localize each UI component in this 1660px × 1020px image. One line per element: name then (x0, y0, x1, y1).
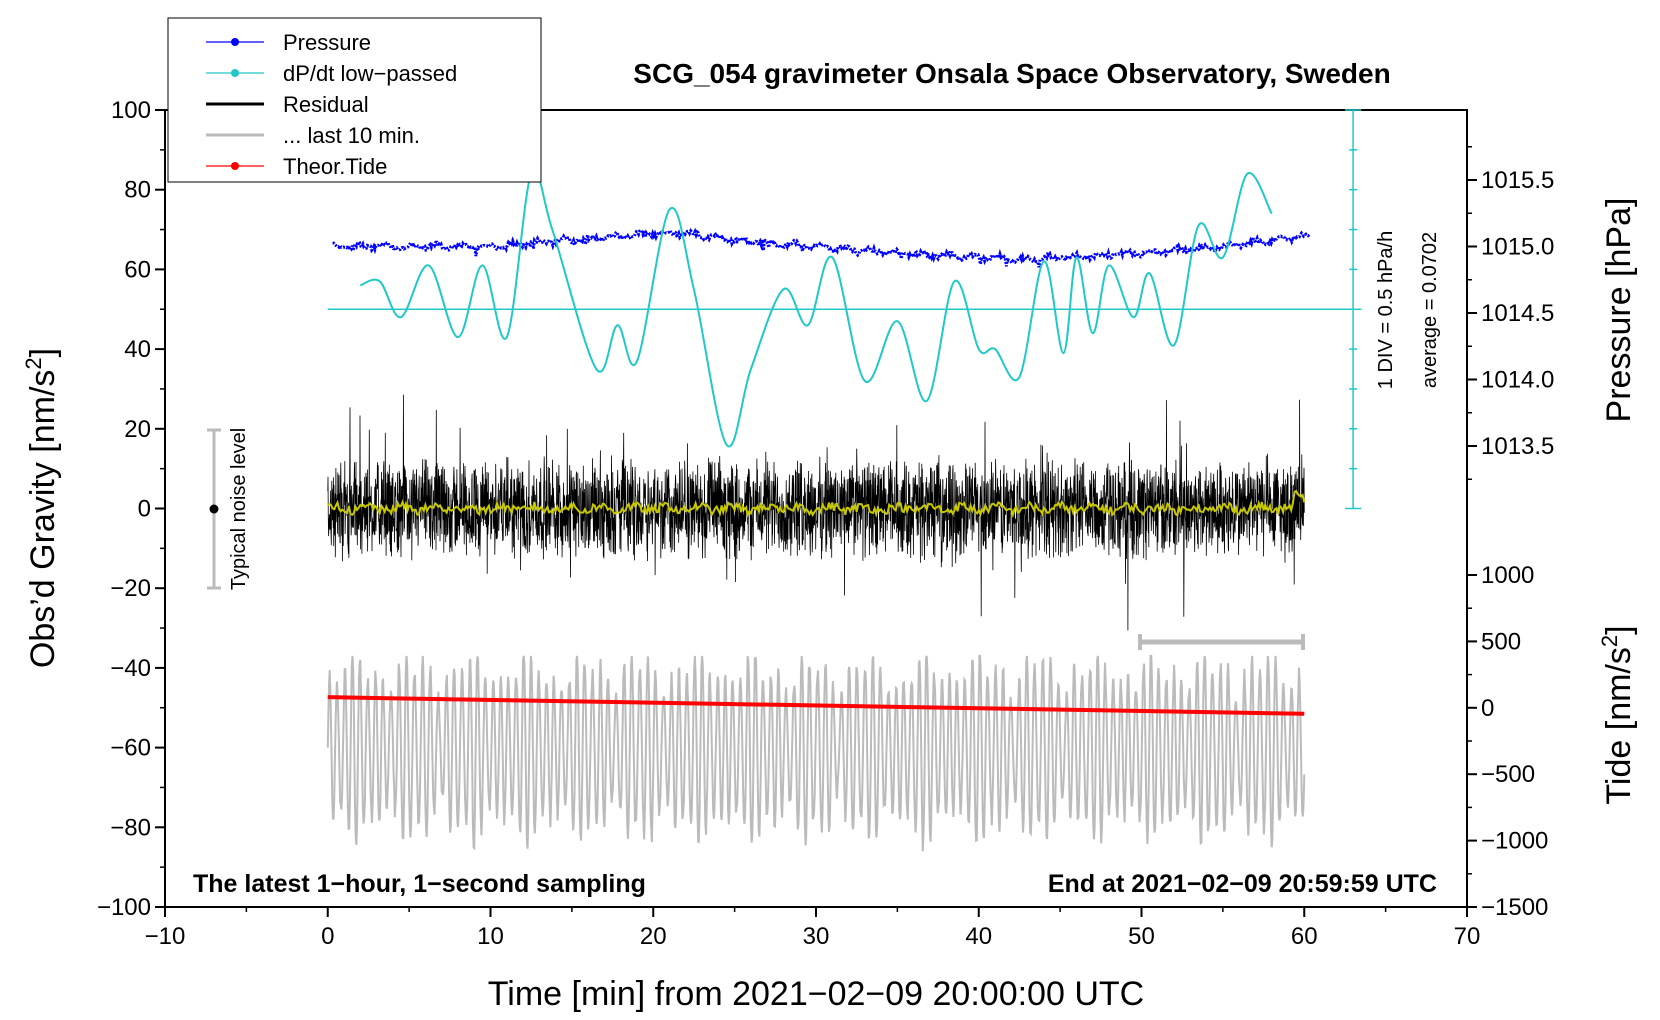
noise-level-label: Typical noise level (228, 428, 250, 590)
y-axis-left-ticks: 100 80 60 40 20 0 −20 −40 −60 −80 −100 (97, 97, 165, 921)
y-tick-label: −80 (110, 814, 151, 841)
x-tick-label: −10 (145, 923, 186, 950)
y-tick-label: 80 (124, 177, 151, 204)
average-label: average = 0.0702 (1419, 232, 1441, 388)
x-tick-label: 50 (1128, 923, 1155, 950)
x-tick-label: 70 (1454, 923, 1481, 950)
y-tick-label: 40 (124, 336, 151, 363)
x-axis-title: Time [min] from 2021−02−09 20:00:00 UTC (488, 975, 1144, 1013)
tide-axis-ticks: 1000 500 0 −500 −1000 −1500 (1467, 562, 1548, 921)
y-tick-label: 100 (111, 97, 151, 124)
legend: Pressure dP/dt low−passed Residual ... last… (167, 17, 542, 183)
x-axis-ticks: −10 0 10 20 30 40 50 60 70 (145, 907, 1481, 950)
noise-level-indicator: Typical noise level (207, 428, 250, 590)
legend-label: Pressure (283, 30, 371, 55)
x-tick-label: 20 (640, 923, 667, 950)
tide-tick-label: −500 (1481, 761, 1535, 788)
dpdt-div-axis (1345, 109, 1362, 510)
y-axis-tide-title: Tide [nm/s2] (1597, 625, 1638, 804)
y-tick-label: 60 (124, 256, 151, 283)
tide-series-line (327, 695, 1305, 716)
last10-indicator (1138, 634, 1305, 650)
pressure-tick-label: 1015.5 (1481, 167, 1554, 194)
noise-level-dot (209, 504, 219, 514)
pressure-axis-ticks: 1015.5 1015.0 1014.5 1014.0 1013.5 (1467, 146, 1554, 480)
x-tick-label: 40 (965, 923, 992, 950)
y-tick-label: −100 (97, 894, 151, 921)
residual-smoothed-series-line (327, 489, 1306, 519)
residual-series-line (327, 394, 1305, 631)
legend-label: Theor.Tide (283, 154, 387, 179)
y-axis-pressure-title: Pressure [hPa] (1600, 198, 1638, 423)
legend-marker (231, 38, 239, 46)
bottom-left-note: The latest 1−hour, 1−second sampling (193, 870, 646, 898)
div-label: 1 DIV = 0.5 hPa/h (1375, 231, 1397, 389)
x-tick-label: 60 (1291, 923, 1318, 950)
pressure-tick-label: 1013.5 (1481, 433, 1554, 460)
tide-tick-label: 500 (1481, 628, 1521, 655)
last10-series-line (326, 654, 1306, 852)
tide-tick-label: −1500 (1481, 894, 1548, 921)
pressure-tick-label: 1014.0 (1481, 367, 1554, 394)
y-tick-label: −60 (110, 735, 151, 762)
y-tick-label: −40 (110, 655, 151, 682)
x-tick-label: 30 (803, 923, 830, 950)
x-tick-label: 10 (477, 923, 504, 950)
y-tick-label: 20 (124, 416, 151, 443)
tide-tick-label: −1000 (1481, 828, 1548, 855)
x-tick-label: 0 (321, 923, 334, 950)
legend-label: ... last 10 min. (283, 123, 420, 148)
chart-title: SCG_054 gravimeter Onsala Space Observat… (633, 58, 1390, 89)
legend-items: Pressure dP/dt low−passed Residual ... last… (206, 30, 457, 179)
y-axis-left-title: Obs’d Gravity [nm/s2] (21, 348, 62, 668)
tide-tick-label: 0 (1481, 695, 1494, 722)
legend-marker (231, 162, 239, 170)
pressure-tick-label: 1014.5 (1481, 300, 1554, 327)
legend-marker (231, 69, 239, 77)
y-tick-label: 0 (138, 496, 151, 523)
pressure-tick-label: 1015.0 (1481, 234, 1554, 261)
bottom-right-note: End at 2021−02−09 20:59:59 UTC (1048, 870, 1437, 898)
dpdt-series-line (359, 168, 1273, 448)
legend-box (167, 17, 542, 183)
tide-tick-label: 1000 (1481, 562, 1534, 589)
pressure-series-line (332, 225, 1311, 268)
legend-label: dP/dt low−passed (283, 61, 457, 86)
y-tick-label: −20 (110, 575, 151, 602)
series-layer (326, 168, 1362, 852)
legend-label: Residual (283, 92, 369, 117)
